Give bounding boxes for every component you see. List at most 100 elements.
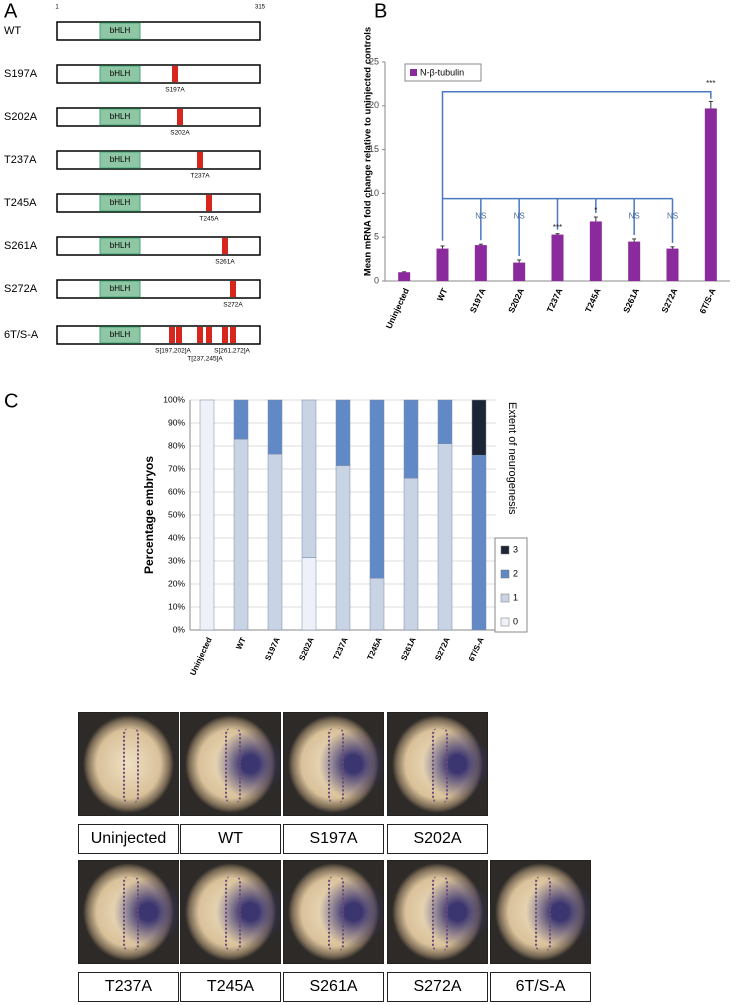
legend-box bbox=[404, 63, 482, 82]
embryo-photo bbox=[387, 712, 488, 816]
embryo-photo bbox=[180, 712, 281, 816]
construct-name: 6T/S-A bbox=[4, 329, 39, 341]
site-label: S261A bbox=[215, 259, 235, 266]
construct-bar bbox=[56, 21, 261, 41]
construct-name: WT bbox=[4, 25, 21, 37]
significance-label: * bbox=[594, 206, 597, 215]
y-tick-label: 25 bbox=[369, 56, 379, 66]
domain-label: bHLH bbox=[110, 155, 131, 164]
bar-segment bbox=[301, 399, 317, 558]
domain-label: bHLH bbox=[110, 26, 131, 35]
domain-box bbox=[99, 108, 141, 126]
domain-label: bHLH bbox=[110, 112, 131, 121]
bar bbox=[704, 108, 717, 281]
construct-name: S197A bbox=[4, 68, 38, 80]
bar-segment bbox=[437, 399, 453, 444]
mutation-site bbox=[222, 327, 228, 343]
image-label: S261A bbox=[283, 972, 384, 1002]
scale-start: 1 bbox=[55, 5, 59, 11]
mutation-site bbox=[177, 109, 183, 125]
bar bbox=[551, 234, 564, 281]
legend-label: 1 bbox=[513, 592, 518, 602]
construct-bar bbox=[56, 193, 261, 213]
site-label: S[261,272]A bbox=[214, 348, 250, 355]
construct-name: S202A bbox=[4, 111, 38, 123]
bar-segment bbox=[369, 578, 385, 631]
y-tick-label: 5 bbox=[374, 232, 379, 242]
panel-label: A bbox=[4, 0, 18, 22]
x-tick-label: 6T/S-A bbox=[697, 287, 717, 316]
x-tick-label: S272A bbox=[433, 636, 452, 662]
bar-segment bbox=[267, 399, 283, 455]
domain-label: bHLH bbox=[110, 284, 131, 293]
image-label: S202A bbox=[387, 824, 488, 854]
mutation-site bbox=[206, 327, 212, 343]
bar bbox=[589, 221, 602, 281]
site-label: T245A bbox=[199, 216, 219, 223]
image-label: T237A bbox=[78, 972, 179, 1002]
legend-title: Extent of neurogenesis bbox=[506, 402, 518, 515]
site-label: S202A bbox=[170, 130, 190, 137]
significance-label: *** bbox=[553, 223, 562, 232]
mutation-site bbox=[172, 66, 178, 82]
bar-segment bbox=[335, 465, 351, 631]
x-tick-label: Uninjected bbox=[188, 636, 213, 677]
x-tick-label: S261A bbox=[399, 636, 418, 662]
legend-label: N-β-tubulin bbox=[420, 67, 464, 77]
embryo-photo bbox=[78, 712, 179, 816]
legend-swatch bbox=[500, 545, 510, 555]
image-label: WT bbox=[180, 824, 281, 854]
domain-box bbox=[99, 280, 141, 298]
neural-stripe bbox=[432, 876, 448, 951]
bar-segment bbox=[403, 399, 419, 479]
domain-box bbox=[99, 65, 141, 83]
y-axis-title: Percentage embryos bbox=[142, 456, 156, 574]
construct-bar bbox=[56, 107, 261, 127]
domain-box bbox=[99, 194, 141, 212]
construct-bar bbox=[56, 236, 261, 256]
y-tick-label: 70% bbox=[168, 463, 185, 473]
construct-bar bbox=[56, 325, 261, 345]
embryo-photo bbox=[78, 860, 179, 964]
embryo-photo bbox=[283, 860, 384, 964]
x-tick-label: Uninjected bbox=[384, 287, 411, 331]
site-label: T[237,245]A bbox=[187, 356, 223, 363]
y-tick-label: 50% bbox=[168, 509, 185, 519]
image-label: 6T/S-A bbox=[490, 972, 591, 1002]
embryo-photo bbox=[180, 860, 281, 964]
neural-stripe bbox=[328, 876, 344, 951]
legend-box bbox=[494, 537, 528, 633]
bar bbox=[628, 241, 641, 281]
bar bbox=[666, 248, 679, 281]
domain-label: bHLH bbox=[110, 330, 131, 339]
neural-stripe bbox=[123, 876, 139, 951]
x-tick-label: S197A bbox=[263, 636, 282, 662]
panel-label: C bbox=[4, 390, 18, 412]
image-label: S272A bbox=[387, 972, 488, 1002]
site-label: T237A bbox=[190, 173, 210, 180]
bar-segment bbox=[199, 399, 215, 631]
x-tick-label: S202A bbox=[297, 636, 316, 662]
bar bbox=[474, 245, 487, 281]
y-tick-label: 90% bbox=[168, 417, 185, 427]
legend-swatch bbox=[500, 617, 510, 627]
image-label: Uninjected bbox=[78, 824, 179, 854]
bar-segment bbox=[233, 438, 249, 631]
legend-swatch bbox=[500, 569, 510, 579]
neural-stripe bbox=[432, 728, 448, 803]
bar-segment bbox=[301, 557, 317, 631]
bar-segment bbox=[437, 443, 453, 631]
mutation-site bbox=[197, 152, 203, 168]
figure-graphics: ABCD1315WTbHLHS197AbHLHS197AS202AbHLHS20… bbox=[4, 0, 730, 677]
x-tick-label: 6T/S-A bbox=[467, 636, 486, 663]
significance-label: *** bbox=[706, 79, 715, 88]
significance-label: NS bbox=[667, 211, 678, 220]
y-tick-label: 20% bbox=[168, 578, 185, 588]
x-tick-label: T245A bbox=[365, 636, 383, 662]
site-label: S[197,202]A bbox=[155, 348, 191, 355]
mutation-site bbox=[197, 327, 203, 343]
legend-swatch bbox=[410, 69, 417, 76]
construct-bar bbox=[56, 150, 261, 170]
site-label: S197A bbox=[165, 87, 185, 94]
